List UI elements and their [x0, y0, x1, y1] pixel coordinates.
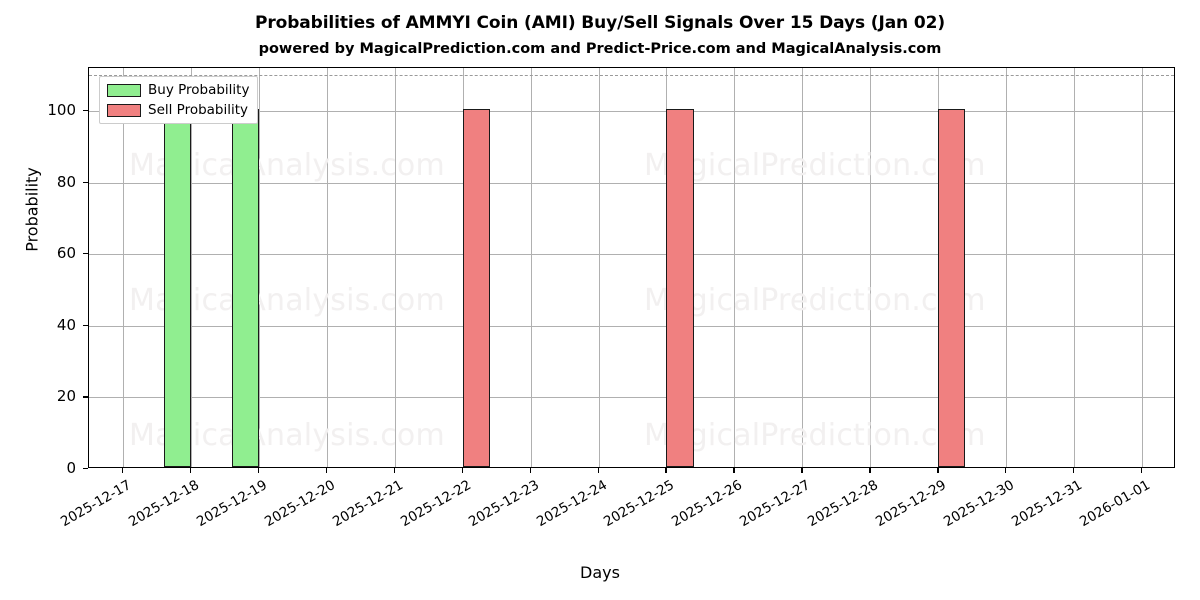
y-tick-label: 80: [56, 172, 76, 191]
y-tick-label: 20: [56, 387, 76, 406]
x-tick-mark: [937, 468, 939, 473]
y-tick-label: 100: [47, 100, 76, 119]
y-tick-mark: [83, 109, 88, 112]
x-tick-mark: [665, 468, 667, 473]
gridline-vertical: [870, 68, 872, 467]
x-tick-mark: [393, 468, 396, 473]
x-tick-label: 2025-12-23: [465, 477, 542, 531]
bar-buy: [231, 108, 259, 467]
gridlines: [89, 68, 1174, 467]
y-tick-mark: [83, 324, 88, 327]
gridline-vertical: [1142, 68, 1144, 467]
x-tick-mark: [529, 468, 531, 473]
gridline-vertical: [190, 68, 192, 467]
legend-item-buy: Buy Probability: [107, 82, 249, 98]
gridline-horizontal: [89, 397, 1174, 399]
x-tick-mark: [1073, 468, 1075, 473]
legend-label-buy: Buy Probability: [148, 82, 250, 98]
x-tick-mark: [801, 468, 803, 473]
gridline-vertical: [122, 68, 124, 467]
gridline-vertical: [394, 68, 396, 467]
gridline-horizontal: [89, 325, 1174, 327]
gridline-vertical: [1074, 68, 1076, 467]
chart-subtitle: powered by MagicalPrediction.com and Pre…: [258, 41, 942, 57]
gridline-horizontal: [89, 182, 1174, 184]
bar-sell: [462, 108, 490, 467]
x-tick-mark: [189, 468, 192, 473]
x-tick-mark: [461, 468, 463, 473]
plot-area: MagicalAnalysis.com MagicalPrediction.com…: [88, 67, 1175, 468]
gridline-vertical: [802, 68, 804, 467]
y-tick-mark: [83, 468, 88, 470]
reference-line: [89, 75, 1174, 77]
y-tick-mark: [83, 253, 88, 255]
y-axis-label: Probability: [22, 167, 42, 252]
bars-layer: [89, 68, 1174, 467]
y-tick-mark: [83, 396, 88, 398]
legend-label-sell: Sell Probability: [148, 102, 249, 118]
legend-swatch-sell: [107, 103, 141, 117]
y-tick-label: 40: [56, 315, 76, 334]
y-tick-mark: [83, 181, 88, 183]
x-tick-mark: [597, 468, 599, 473]
x-tick-mark: [869, 468, 871, 473]
x-tick-label: 2025-12-17: [58, 477, 134, 531]
x-tick-mark: [733, 468, 735, 473]
gridline-vertical: [734, 68, 736, 467]
gridline-vertical: [258, 68, 260, 467]
bar-buy: [163, 108, 191, 467]
x-tick-mark: [121, 468, 124, 473]
gridline-vertical: [530, 68, 532, 467]
y-tick-label: 0: [66, 459, 76, 477]
x-tick-label: 2025-12-24: [533, 477, 610, 531]
chart-title: Probabilities of AMMYI Coin (AMI) Buy/Se…: [254, 13, 946, 33]
gridline-vertical: [1006, 68, 1008, 467]
x-tick-mark: [1141, 468, 1143, 473]
x-tick-mark: [325, 468, 328, 473]
bar-sell: [938, 108, 966, 467]
legend-swatch-buy: [107, 83, 141, 97]
gridline-horizontal: [89, 254, 1174, 256]
x-tick-label: 2025-12-22: [397, 477, 474, 531]
gridline-vertical: [326, 68, 328, 467]
legend-item-sell: Sell Probability: [107, 102, 249, 118]
gridline-horizontal: [89, 110, 1174, 112]
y-tick-label: 60: [56, 244, 76, 263]
gridline-vertical: [598, 68, 600, 467]
x-tick-mark: [257, 468, 260, 473]
x-tick-mark: [1005, 468, 1007, 473]
x-tick-label: 2025-12-25: [601, 477, 678, 531]
bar-sell: [666, 108, 694, 467]
chart-legend: Buy Probability Sell Probability: [99, 76, 259, 124]
x-axis-label: Days: [580, 563, 620, 582]
reference-line-layer: [89, 68, 1174, 467]
